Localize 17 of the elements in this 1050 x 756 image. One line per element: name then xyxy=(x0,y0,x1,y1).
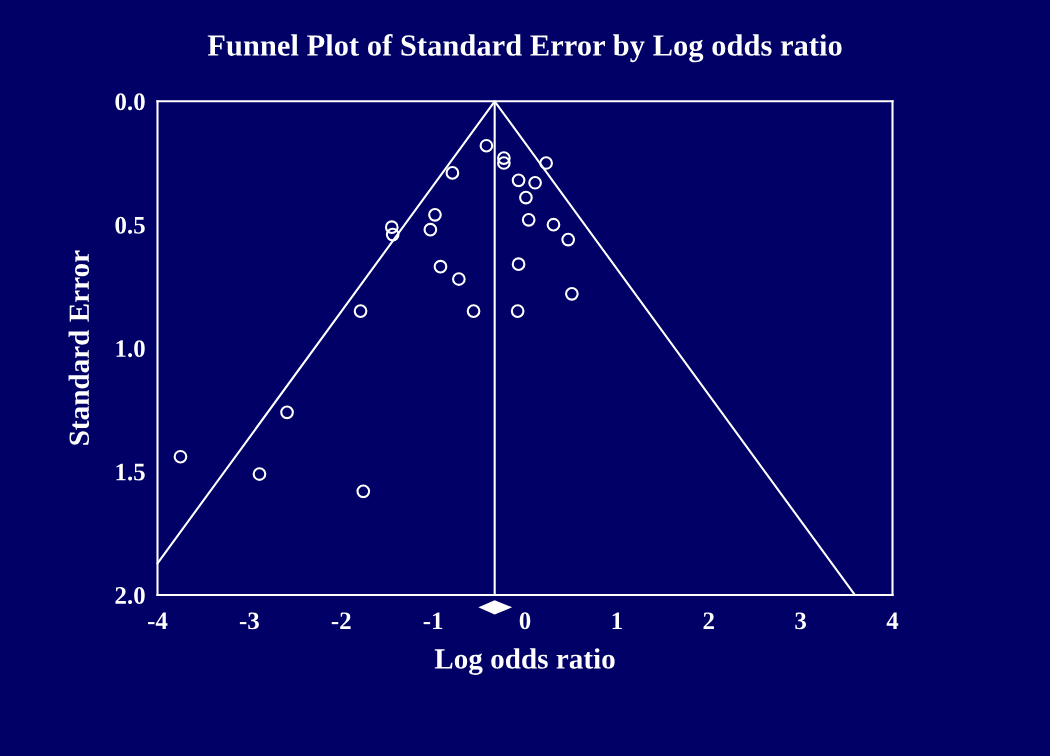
x-tick-label: 4 xyxy=(886,612,899,629)
y-tick-label: 0.0 xyxy=(115,93,145,111)
x-tick-label: 3 xyxy=(795,612,807,630)
x-tick-label: -2 xyxy=(331,612,351,629)
x-tick-label: 1 xyxy=(612,612,622,629)
x-tick-label: 0 xyxy=(519,612,531,630)
x-tick-label: -3 xyxy=(239,612,259,630)
y-tick-label: 1.5 xyxy=(116,463,145,481)
y-tick-label: 2.0 xyxy=(115,587,145,604)
chart-title: Funnel Plot of Standard Error by Log odds ratio xyxy=(207,34,842,63)
x-axis-title: Log odds ratio xyxy=(434,648,615,675)
x-tick-label: 2 xyxy=(703,612,714,629)
y-tick-label: 1.0 xyxy=(116,340,145,358)
y-tick-label: 0.5 xyxy=(115,216,145,234)
x-tick-label: -1 xyxy=(423,612,443,629)
y-axis-title: Standard Error xyxy=(68,250,90,445)
x-tick-label: -4 xyxy=(148,612,168,629)
